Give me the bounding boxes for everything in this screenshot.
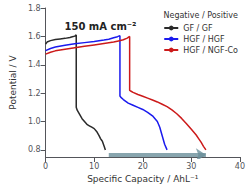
svg-text:Potential / V: Potential / V	[8, 54, 18, 109]
svg-text:1.6: 1.6	[28, 32, 41, 41]
svg-text:Negative / Positive: Negative / Positive	[163, 11, 238, 20]
svg-text:30: 30	[186, 162, 196, 171]
svg-text:0: 0	[43, 162, 48, 171]
svg-text:1.4: 1.4	[28, 60, 41, 69]
svg-text:0.8: 0.8	[28, 145, 41, 154]
svg-text:HGF / NGF-Co: HGF / NGF-Co	[183, 46, 238, 55]
svg-text:20: 20	[138, 162, 148, 171]
svg-text:Specific Capacity / AhL⁻¹: Specific Capacity / AhL⁻¹	[87, 174, 199, 184]
svg-text:HGF / HGF: HGF / HGF	[183, 35, 225, 44]
svg-text:10: 10	[89, 162, 99, 171]
svg-text:GF / GF: GF / GF	[183, 24, 213, 33]
svg-text:150 mA cm⁻²: 150 mA cm⁻²	[64, 21, 136, 32]
svg-text:40: 40	[235, 162, 245, 171]
svg-text:1.0: 1.0	[28, 117, 41, 126]
svg-text:1.8: 1.8	[28, 4, 41, 13]
svg-text:1.2: 1.2	[28, 89, 41, 98]
